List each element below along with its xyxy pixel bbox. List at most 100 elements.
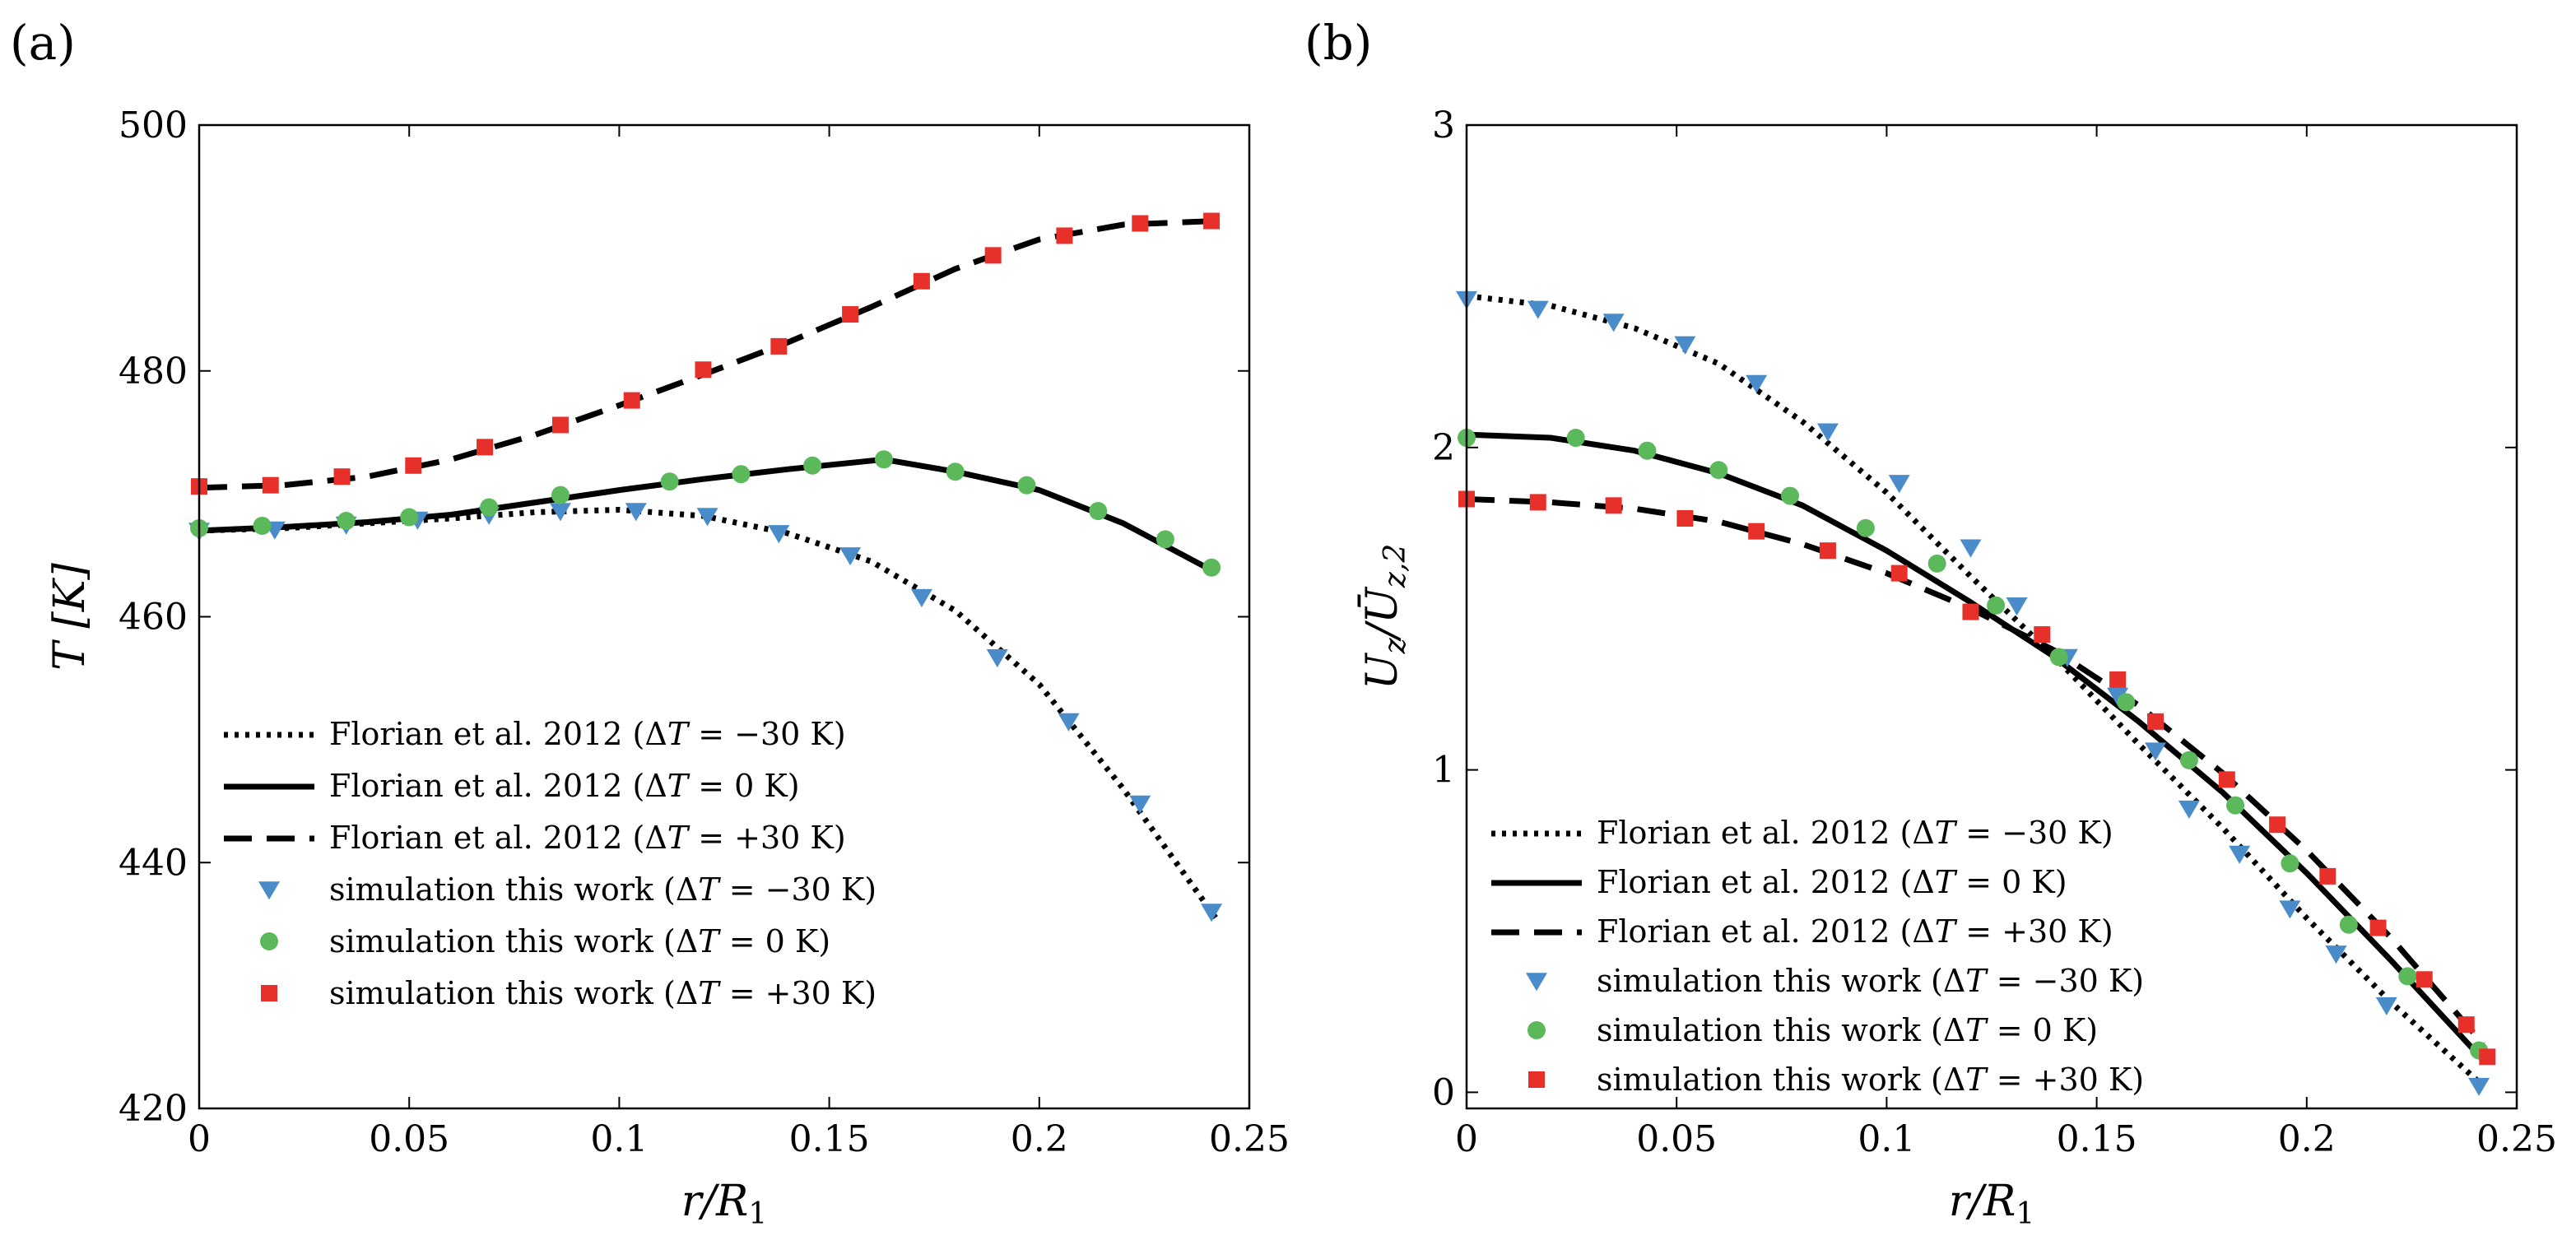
- panel-b-data-point-circle: [1566, 429, 1585, 448]
- panel-a-xtick-label: 0.15: [789, 1118, 870, 1160]
- panel-b-data-point-circle: [2117, 693, 2136, 712]
- panel-a-data-point-circle: [732, 465, 751, 484]
- panel-b-xtick-label: 0.15: [2057, 1118, 2137, 1160]
- panel-a-data-point-square: [913, 272, 930, 290]
- panel-a-data-point-circle: [803, 456, 822, 475]
- panel-a-data-point-square: [842, 306, 859, 323]
- panel-b-data-point-square: [1890, 564, 1908, 582]
- panel-b-data-point-circle: [2281, 854, 2299, 873]
- panel-b-data-point-triangle-down: [1602, 314, 1625, 332]
- panel-b-data-point-circle: [1856, 518, 1875, 537]
- panel-b-legend-entry: Florian et al. 2012 (ΔT = −30 K): [1597, 815, 2113, 851]
- panel-b-xtick-label: 0.05: [1636, 1118, 1717, 1160]
- panel-b-data-point-triangle-down: [1816, 423, 1839, 442]
- panel-a-data-point-triangle-down: [696, 508, 718, 527]
- panel-b-data-point-triangle-down: [2107, 687, 2129, 706]
- panel-b-legend-entry: Florian et al. 2012 (ΔT = +30 K): [1597, 913, 2113, 950]
- panel-a-data-point-square: [1056, 227, 1073, 244]
- panel-b-ytick-label: 2: [1432, 427, 1455, 469]
- panel-b-data-point-square: [1962, 603, 1979, 620]
- panel-b-data-point-triangle-down: [2468, 1077, 2490, 1096]
- panel-a-xtick-label: 0: [188, 1118, 211, 1160]
- panel-a-ytick-label: 460: [119, 597, 188, 639]
- panel-b-data-point-circle: [2339, 915, 2358, 934]
- panel-b-data-point-circle: [2226, 796, 2245, 815]
- panel-b-ylabel: Uz/Ūz,2: [1358, 544, 1412, 690]
- panel-b-series-line-dotted: [1467, 293, 2485, 1089]
- panel-a-data-point-triangle-down: [1201, 904, 1223, 922]
- panel-b-xtick-label: 0.25: [2476, 1118, 2557, 1160]
- panel-b-data-point-triangle-down: [1888, 475, 1910, 494]
- panel-b-legend-marker-square: [1528, 1071, 1545, 1088]
- panel-b-data-point-circle: [2049, 648, 2068, 667]
- panel-a-legend-entry: simulation this work (ΔT = 0 K): [329, 923, 830, 959]
- panel-b-data-point-square: [1529, 494, 1546, 511]
- panel-b-data-point-square: [1748, 523, 1765, 540]
- panel-a-data-point-square: [770, 337, 788, 355]
- panel-b-axes-frame: [1465, 123, 2518, 1110]
- panel-b-data-point-triangle-down: [2279, 900, 2301, 919]
- panel-a-data-point-triangle-down: [549, 503, 571, 522]
- panel-a-legend-marker-circle: [260, 932, 278, 950]
- panel-b-tag: (b): [1304, 15, 1372, 71]
- panel-b-data-point-circle: [1709, 461, 1728, 480]
- panel-a-series-line-dashed: [199, 218, 1216, 491]
- panel-a-legend-entry: Florian et al. 2012 (ΔT = 0 K): [329, 768, 800, 804]
- panel-b-legend-marker-circle: [1527, 1021, 1546, 1039]
- panel-b-data-point-square: [2369, 919, 2387, 936]
- panel-a-ytick-label: 480: [119, 351, 188, 393]
- panel-b-legend-entry: simulation this work (ΔT = +30 K): [1597, 1062, 2144, 1098]
- panel-a-data-point-triangle-down: [768, 525, 790, 544]
- panel-b-data-point-square: [2269, 816, 2286, 834]
- panel-a-data-point-circle: [1017, 476, 1036, 495]
- panel-a-tag: (a): [10, 15, 76, 71]
- panel-b-data-point-square: [2218, 771, 2235, 788]
- panel-a-axes-frame: [198, 123, 1251, 1110]
- panel-b-data-point-triangle-down: [2229, 845, 2251, 864]
- panel-a-ytick-label: 500: [119, 105, 188, 146]
- panel-b-data-point-triangle-down: [1746, 374, 1768, 393]
- panel-a-legend-marker-triangle-down: [258, 881, 280, 900]
- panel-b-data-point-square: [2109, 671, 2127, 688]
- panel-a-legend-marker-square: [261, 985, 277, 1001]
- panel-b-data-point-triangle-down: [2145, 742, 2167, 761]
- panel-a-xtick-label: 0.25: [1209, 1118, 1290, 1160]
- panel-a-data-point-triangle-down: [1129, 795, 1151, 814]
- panel-a-xlabel: r/R1: [681, 1177, 767, 1231]
- panel-b-legend-entry: simulation this work (ΔT = 0 K): [1597, 1012, 2098, 1048]
- panel-b-data-point-circle: [2179, 750, 2198, 769]
- panel-b-data-point-square: [1676, 510, 1694, 527]
- panel-a-data-point-circle: [400, 508, 419, 527]
- panel-a-data-point-circle: [660, 472, 679, 491]
- panel-b-data-point-square: [2147, 713, 2164, 730]
- panel-a-xtick-label: 0.1: [590, 1118, 648, 1160]
- panel-a-data-point-square: [984, 247, 1002, 264]
- panel-a-legend-entry: Florian et al. 2012 (ΔT = −30 K): [329, 716, 846, 752]
- panel-b-data-point-square: [2319, 867, 2337, 885]
- panel-b-legend-entry: simulation this work (ΔT = −30 K): [1597, 963, 2144, 999]
- panel-b-data-point-triangle-down: [2325, 945, 2347, 964]
- panel-b-data-point-circle: [1987, 596, 2006, 615]
- panel-a-data-point-square: [1203, 212, 1221, 230]
- panel-b-legend-marker-triangle-down: [1526, 973, 1547, 992]
- panel-a-legend-entry: simulation this work (ΔT = +30 K): [329, 975, 876, 1011]
- panel-b-data-point-square: [2479, 1048, 2496, 1066]
- panel-b-ytick-label: 1: [1432, 750, 1455, 792]
- panel-a-data-point-square: [477, 439, 494, 456]
- panel-a-data-point-triangle-down: [910, 588, 932, 607]
- panel-a-data-point-circle: [874, 450, 893, 469]
- panel-a-data-point-triangle-down: [625, 503, 647, 522]
- panel-b-ytick-label: 3: [1432, 105, 1455, 146]
- panel-b-data-point-square: [1605, 497, 1622, 514]
- panel-a-data-point-square: [623, 392, 640, 409]
- panel-a-ylabel: T [K]: [45, 562, 95, 670]
- panel-a-ytick-label: 420: [119, 1088, 188, 1130]
- panel-a-data-point-square: [405, 457, 422, 474]
- panel-b-xtick-label: 0.1: [1858, 1118, 1915, 1160]
- panel-a-data-point-circle: [337, 511, 356, 530]
- panel-a-data-point-circle: [1155, 530, 1174, 549]
- panel-a-legend-entry: Florian et al. 2012 (ΔT = +30 K): [329, 820, 846, 856]
- panel-a-xtick-label: 0.2: [1011, 1118, 1068, 1160]
- panel-a-data-point-triangle-down: [986, 649, 1008, 668]
